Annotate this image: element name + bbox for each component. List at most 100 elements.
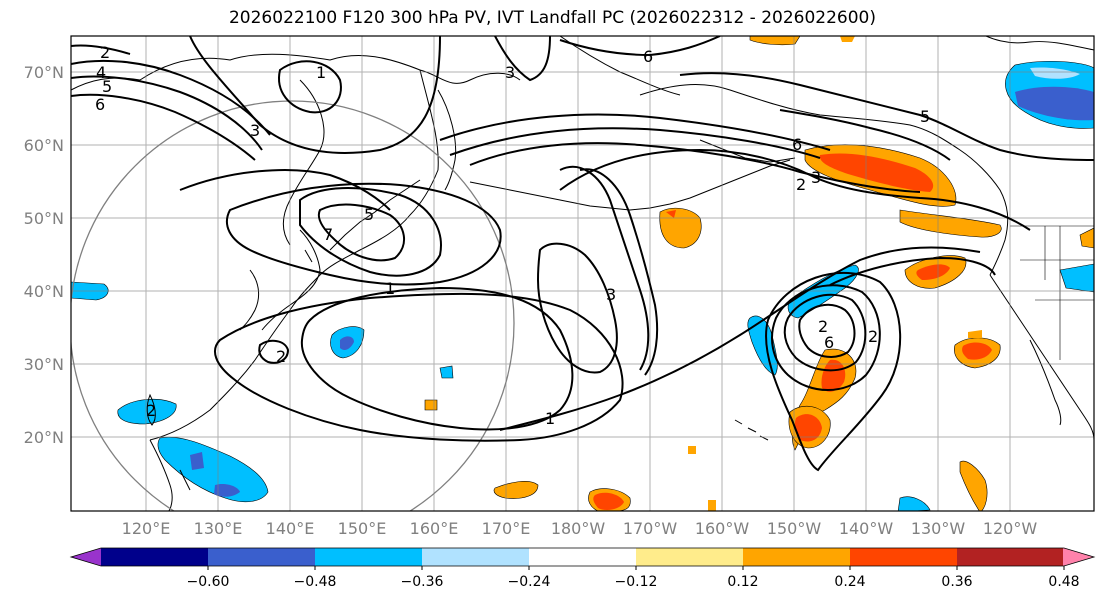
contour-label: 6 — [824, 333, 834, 352]
colorbar-tick-label: 0.36 — [941, 574, 972, 590]
pv-contour-6-north — [559, 36, 721, 57]
contour-label: 7 — [323, 225, 333, 244]
lon-label: 160°E — [410, 519, 459, 538]
colorbar-swatch — [101, 548, 209, 566]
contour-label: 3 — [505, 63, 515, 82]
positive-anomaly-central-core — [666, 210, 676, 218]
negative-anomaly-east-edge — [1059, 263, 1094, 293]
colorbar-swatch — [315, 548, 423, 566]
contour-label: 4 — [96, 63, 106, 82]
colorbar-swatch — [850, 548, 958, 566]
contour-label: 3 — [606, 285, 616, 304]
contour-label: 6 — [95, 95, 105, 114]
colorbar-extend-high — [1063, 548, 1094, 566]
pv-contour-3-north — [189, 36, 441, 154]
contour-label: 1 — [385, 279, 395, 298]
colorbar-tick-label: 0.48 — [1048, 574, 1079, 590]
pv-contour-large-low — [225, 182, 502, 286]
contour-label: 2 — [100, 43, 110, 62]
pv-contour-3-jet — [469, 142, 921, 193]
lon-label: 130°W — [911, 519, 966, 538]
colorbar-outline — [69, 547, 1096, 567]
pv-contour-cutoff-3 — [771, 284, 881, 391]
lon-label: 120°E — [122, 519, 171, 538]
coastline-kurils — [329, 179, 421, 251]
coastline-asia-east — [149, 69, 439, 441]
colorbar: −0.60 −0.48 −0.36 −0.24 −0.12 0.12 0.24 0.36 0.4… — [69, 547, 1096, 590]
positive-anomaly-baja-core — [962, 342, 992, 360]
positive-anomaly-tropical-core — [593, 492, 624, 510]
pv-contour-5-north-pacific — [679, 72, 1094, 161]
positive-anomaly-arctic-east — [840, 36, 855, 42]
positive-anomaly-subtropical-small — [424, 399, 438, 411]
pv-contour-outer-low — [299, 187, 442, 277]
lat-label: 20°N — [24, 428, 64, 447]
latitude-labels: 70°N 60°N 50°N 40°N 30°N 20°N — [24, 63, 64, 447]
positive-anomaly-baja-south — [968, 330, 982, 338]
pv-contour-cutoff-1 — [798, 303, 856, 358]
contour-label: 1 — [545, 409, 555, 428]
colorbar-tick-label: −0.60 — [187, 574, 230, 590]
lon-label: 150°E — [338, 519, 387, 538]
pv-contour-trough-outer — [559, 165, 650, 371]
contour-label: 5 — [920, 107, 930, 126]
colorbar-swatch — [957, 548, 1065, 566]
landfall-radius-circle — [71, 100, 515, 511]
colorbar-tick-label: −0.24 — [508, 574, 551, 590]
coastline-okhotsk — [282, 79, 325, 246]
lon-label: 180°W — [551, 519, 606, 538]
negative-anomaly-canada-light — [1030, 67, 1080, 79]
longitude-labels: 120°E 130°E 140°E 150°E 160°E 170°E 180°… — [122, 519, 1038, 538]
pv-contour-cutoff-2 — [783, 293, 867, 372]
pv-contour-1-outer — [214, 292, 624, 442]
colorbar-tick-label: −0.48 — [294, 574, 337, 590]
colorbar-tick-label: 0.12 — [727, 574, 758, 590]
colorbar-swatch — [529, 548, 637, 566]
contour-label: 6 — [643, 47, 653, 66]
lat-label: 60°N — [24, 136, 64, 155]
pv-contour-1-south — [300, 286, 574, 431]
pv-contours — [71, 36, 1094, 472]
contour-label: 5 — [102, 77, 112, 96]
colorbar-extend-low — [71, 548, 102, 566]
contour-label: 2 — [818, 317, 828, 336]
positive-anomaly-arctic — [749, 36, 801, 46]
contour-label: 2 — [868, 327, 878, 346]
coastline-baja — [1029, 339, 1062, 426]
colorbar-swatch — [636, 548, 744, 566]
negative-anomaly-south-china — [157, 436, 269, 503]
lon-label: 170°E — [482, 519, 531, 538]
positive-anomaly-subtropical-core — [821, 359, 846, 392]
lat-label: 30°N — [24, 355, 64, 374]
negative-anomaly-japan-core — [340, 336, 354, 350]
contour-label: 2 — [276, 347, 286, 366]
colorbar-swatch — [422, 548, 530, 566]
coastline-asia-north — [71, 53, 521, 91]
anomaly-fills — [71, 36, 1094, 511]
pv-contour-5-low — [317, 203, 405, 262]
lon-label: 140°E — [266, 519, 315, 538]
negative-anomaly-south-china-core2 — [214, 483, 240, 497]
coastline-korea — [239, 269, 260, 331]
pv-contour-6-west — [71, 93, 256, 161]
colorbar-swatch — [743, 548, 851, 566]
negative-anomaly-canada-mid — [1015, 86, 1094, 121]
lon-label: 150°W — [767, 519, 822, 538]
pv-contour-1-northwest — [278, 60, 342, 114]
lon-label: 160°W — [695, 519, 750, 538]
colorbar-tick-label: −0.36 — [401, 574, 444, 590]
lat-label: 40°N — [24, 282, 64, 301]
positive-anomaly-east-edge — [1079, 227, 1094, 249]
lon-label: 170°W — [623, 519, 678, 538]
pv-contour-trough-mid — [579, 168, 659, 376]
lat-label: 50°N — [24, 209, 64, 228]
positive-anomaly-tropical-east — [959, 460, 988, 511]
pv-contour-5-west — [71, 75, 263, 151]
pv-contour-cutoff-5 — [829, 256, 996, 286]
pv-contour-2-west — [71, 44, 131, 55]
pv-contour-jet-inner1 — [449, 127, 821, 159]
lon-label: 130°E — [194, 519, 243, 538]
positive-anomaly-bc-coast — [899, 209, 1002, 238]
colorbar-tick-label: −0.12 — [615, 574, 658, 590]
